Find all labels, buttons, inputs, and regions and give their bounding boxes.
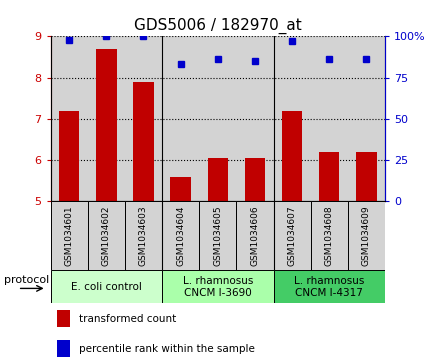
Bar xyxy=(311,36,348,201)
Text: transformed count: transformed count xyxy=(79,314,176,324)
Text: GSM1034604: GSM1034604 xyxy=(176,206,185,266)
Bar xyxy=(162,201,199,270)
Bar xyxy=(274,201,311,270)
Bar xyxy=(170,177,191,201)
Title: GDS5006 / 182970_at: GDS5006 / 182970_at xyxy=(134,17,302,33)
Bar xyxy=(245,158,265,201)
Bar xyxy=(133,82,154,201)
Bar xyxy=(162,270,274,303)
Bar xyxy=(51,270,162,303)
Text: E. coli control: E. coli control xyxy=(71,282,142,292)
Bar xyxy=(51,36,88,201)
Text: GSM1034603: GSM1034603 xyxy=(139,205,148,266)
Bar xyxy=(199,36,236,201)
Bar xyxy=(96,49,117,201)
Bar xyxy=(57,340,70,357)
Bar xyxy=(319,152,340,201)
Bar xyxy=(57,310,70,327)
Text: GSM1034609: GSM1034609 xyxy=(362,205,371,266)
Text: L. rhamnosus
CNCM I-3690: L. rhamnosus CNCM I-3690 xyxy=(183,276,253,298)
Bar xyxy=(274,36,311,201)
Bar xyxy=(274,270,385,303)
Bar xyxy=(348,201,385,270)
Bar xyxy=(356,152,377,201)
Bar xyxy=(236,201,274,270)
Bar xyxy=(199,201,236,270)
Bar xyxy=(348,36,385,201)
Bar xyxy=(125,36,162,201)
Bar xyxy=(162,36,199,201)
Text: GSM1034601: GSM1034601 xyxy=(65,205,73,266)
Text: GSM1034607: GSM1034607 xyxy=(288,205,297,266)
Bar xyxy=(51,201,88,270)
Text: percentile rank within the sample: percentile rank within the sample xyxy=(79,344,255,354)
Text: L. rhamnosus
CNCM I-4317: L. rhamnosus CNCM I-4317 xyxy=(294,276,364,298)
Bar xyxy=(125,201,162,270)
Bar xyxy=(59,111,79,201)
Bar xyxy=(236,36,274,201)
Bar xyxy=(311,201,348,270)
Text: GSM1034606: GSM1034606 xyxy=(250,205,260,266)
Text: GSM1034605: GSM1034605 xyxy=(213,205,222,266)
Bar xyxy=(88,201,125,270)
Bar xyxy=(282,111,302,201)
Bar xyxy=(208,158,228,201)
Text: GSM1034602: GSM1034602 xyxy=(102,206,111,266)
Bar xyxy=(88,36,125,201)
Text: GSM1034608: GSM1034608 xyxy=(325,205,334,266)
Text: protocol: protocol xyxy=(4,274,49,285)
